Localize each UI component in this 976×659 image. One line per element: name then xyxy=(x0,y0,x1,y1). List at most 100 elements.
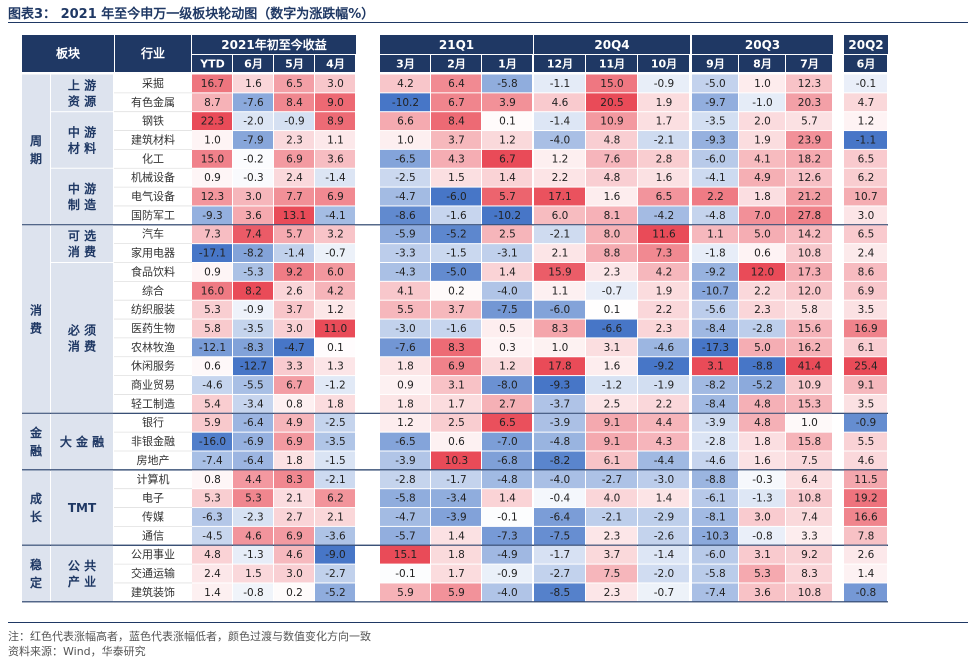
cell-value-label: -4.6 xyxy=(202,380,223,392)
header-month-cell xyxy=(482,55,532,72)
heatmap-cell xyxy=(786,508,832,526)
heatmap-cell xyxy=(274,112,314,131)
cell-value-label: 1.0 xyxy=(801,417,818,429)
cell-value-label: -6.8 xyxy=(497,455,518,467)
cell-value-label: -9.3 xyxy=(202,210,223,222)
heatmap-cell xyxy=(534,489,585,508)
industry-label: 有色金属 xyxy=(131,95,175,109)
heatmap-cell xyxy=(315,470,355,489)
heatmap-cell xyxy=(431,583,481,602)
cell-value-label: 8.1 xyxy=(604,210,621,222)
heatmap-cell xyxy=(233,168,273,187)
heatmap-cell xyxy=(431,319,481,338)
cell-value-label: -1.8 xyxy=(705,248,726,260)
cell-value-label: 7.3 xyxy=(204,229,221,241)
heatmap-cell xyxy=(482,281,532,300)
cell-value-label: -17.3 xyxy=(702,342,729,354)
heatmap-cell xyxy=(380,93,430,112)
industry-label: 农林牧渔 xyxy=(131,340,175,354)
heatmap-cell xyxy=(315,225,355,244)
heatmap-cell xyxy=(739,357,785,376)
heatmap-cell xyxy=(844,300,887,319)
heatmap-cell xyxy=(692,413,738,432)
heatmap-cell xyxy=(192,244,232,262)
heatmap-cell xyxy=(274,376,314,394)
heatmap-cell xyxy=(431,187,481,206)
cell-value-label: 1.5 xyxy=(245,568,262,580)
heatmap-cell xyxy=(844,319,887,338)
cell-value-label: -4.9 xyxy=(497,549,518,561)
cell-value-label: 6.0 xyxy=(327,266,344,278)
cell-value-label: -6.0 xyxy=(705,153,726,165)
cell-value-label: 16.9 xyxy=(854,323,877,335)
heatmap-cell xyxy=(192,376,232,394)
cell-value-label: 4.6 xyxy=(552,97,569,109)
cell-value-label: -5.0 xyxy=(705,78,726,90)
heatmap-cell xyxy=(692,112,738,131)
heatmap-cell xyxy=(233,526,273,545)
cell-value-label: -0.7 xyxy=(325,248,346,260)
subgroup-cell xyxy=(51,225,113,262)
cell-value-label: 6.4 xyxy=(801,474,818,486)
heatmap-cell xyxy=(786,564,832,583)
heatmap-cell xyxy=(534,281,585,300)
subgroup-cell xyxy=(51,545,113,602)
heatmap-cell xyxy=(274,357,314,376)
cell-value-label: 1.9 xyxy=(754,134,771,146)
cell-value-label: -7.5 xyxy=(550,530,571,542)
heatmap-cell xyxy=(534,244,585,262)
heatmap-cell xyxy=(192,300,232,319)
cell-value-label: -1.4 xyxy=(654,549,675,561)
industry-label: 国防军工 xyxy=(131,208,175,222)
heatmap-cell xyxy=(692,263,738,281)
cell-value-label: -1.6 xyxy=(446,210,467,222)
cell-value-label: 5.8 xyxy=(204,323,221,335)
subgroup-label: 材 料 xyxy=(67,140,96,155)
heatmap-cell xyxy=(786,319,832,338)
heatmap-cell xyxy=(638,244,689,262)
cell-value-label: 10.8 xyxy=(798,248,821,260)
cell-value-label: 20.3 xyxy=(798,97,821,109)
heatmap-cell xyxy=(586,168,637,187)
heatmap-cell xyxy=(786,470,832,489)
heatmap-cell xyxy=(192,263,232,281)
cell-value-label: -3.1 xyxy=(497,248,518,260)
industry-label: 银行 xyxy=(142,415,164,429)
heatmap-cell xyxy=(482,149,532,168)
heatmap-cell xyxy=(274,432,314,451)
heatmap-cell xyxy=(233,432,273,451)
cell-value-label: -3.9 xyxy=(705,417,726,429)
cell-value-label: 1.6 xyxy=(656,172,673,184)
heatmap-cell xyxy=(233,545,273,564)
industry-label: 公用事业 xyxy=(131,548,175,561)
cell-value-label: -3.5 xyxy=(325,436,346,448)
cell-value-label: 6.7 xyxy=(448,97,465,109)
cell-value-label: -4.2 xyxy=(654,210,675,222)
cell-value-label: -9.2 xyxy=(705,266,726,278)
heatmap-cell xyxy=(586,149,637,168)
cell-value-label: -5.2 xyxy=(325,587,346,599)
heatmap-cell xyxy=(844,526,887,545)
heatmap-cell xyxy=(192,526,232,545)
heatmap-cell xyxy=(380,131,430,149)
heatmap-cell xyxy=(192,149,232,168)
cell-value-label: 1.9 xyxy=(656,97,673,109)
cell-value-label: 6.9 xyxy=(286,436,303,448)
cell-value-label: 6.4 xyxy=(448,78,465,90)
header-month-cell xyxy=(638,55,689,72)
heatmap-cell xyxy=(534,470,585,489)
subgroup-label: 消 费 xyxy=(68,244,96,259)
cell-value-label: 0.1 xyxy=(327,342,344,354)
cell-value-label: 0.2 xyxy=(448,285,465,297)
heatmap-cell xyxy=(192,564,232,583)
heatmap-cell xyxy=(638,225,689,244)
cell-value-label: 11.0 xyxy=(324,323,347,335)
cell-value-label: 1.0 xyxy=(397,134,414,146)
heatmap-cell xyxy=(638,508,689,526)
heatmap-cell xyxy=(534,583,585,602)
cell-value-label: -2.3 xyxy=(243,511,264,523)
cell-value-label: -4.8 xyxy=(497,474,518,486)
cell-value-label: 8.9 xyxy=(327,116,344,128)
heatmap-cell xyxy=(638,564,689,583)
heatmap-cell xyxy=(586,489,637,508)
